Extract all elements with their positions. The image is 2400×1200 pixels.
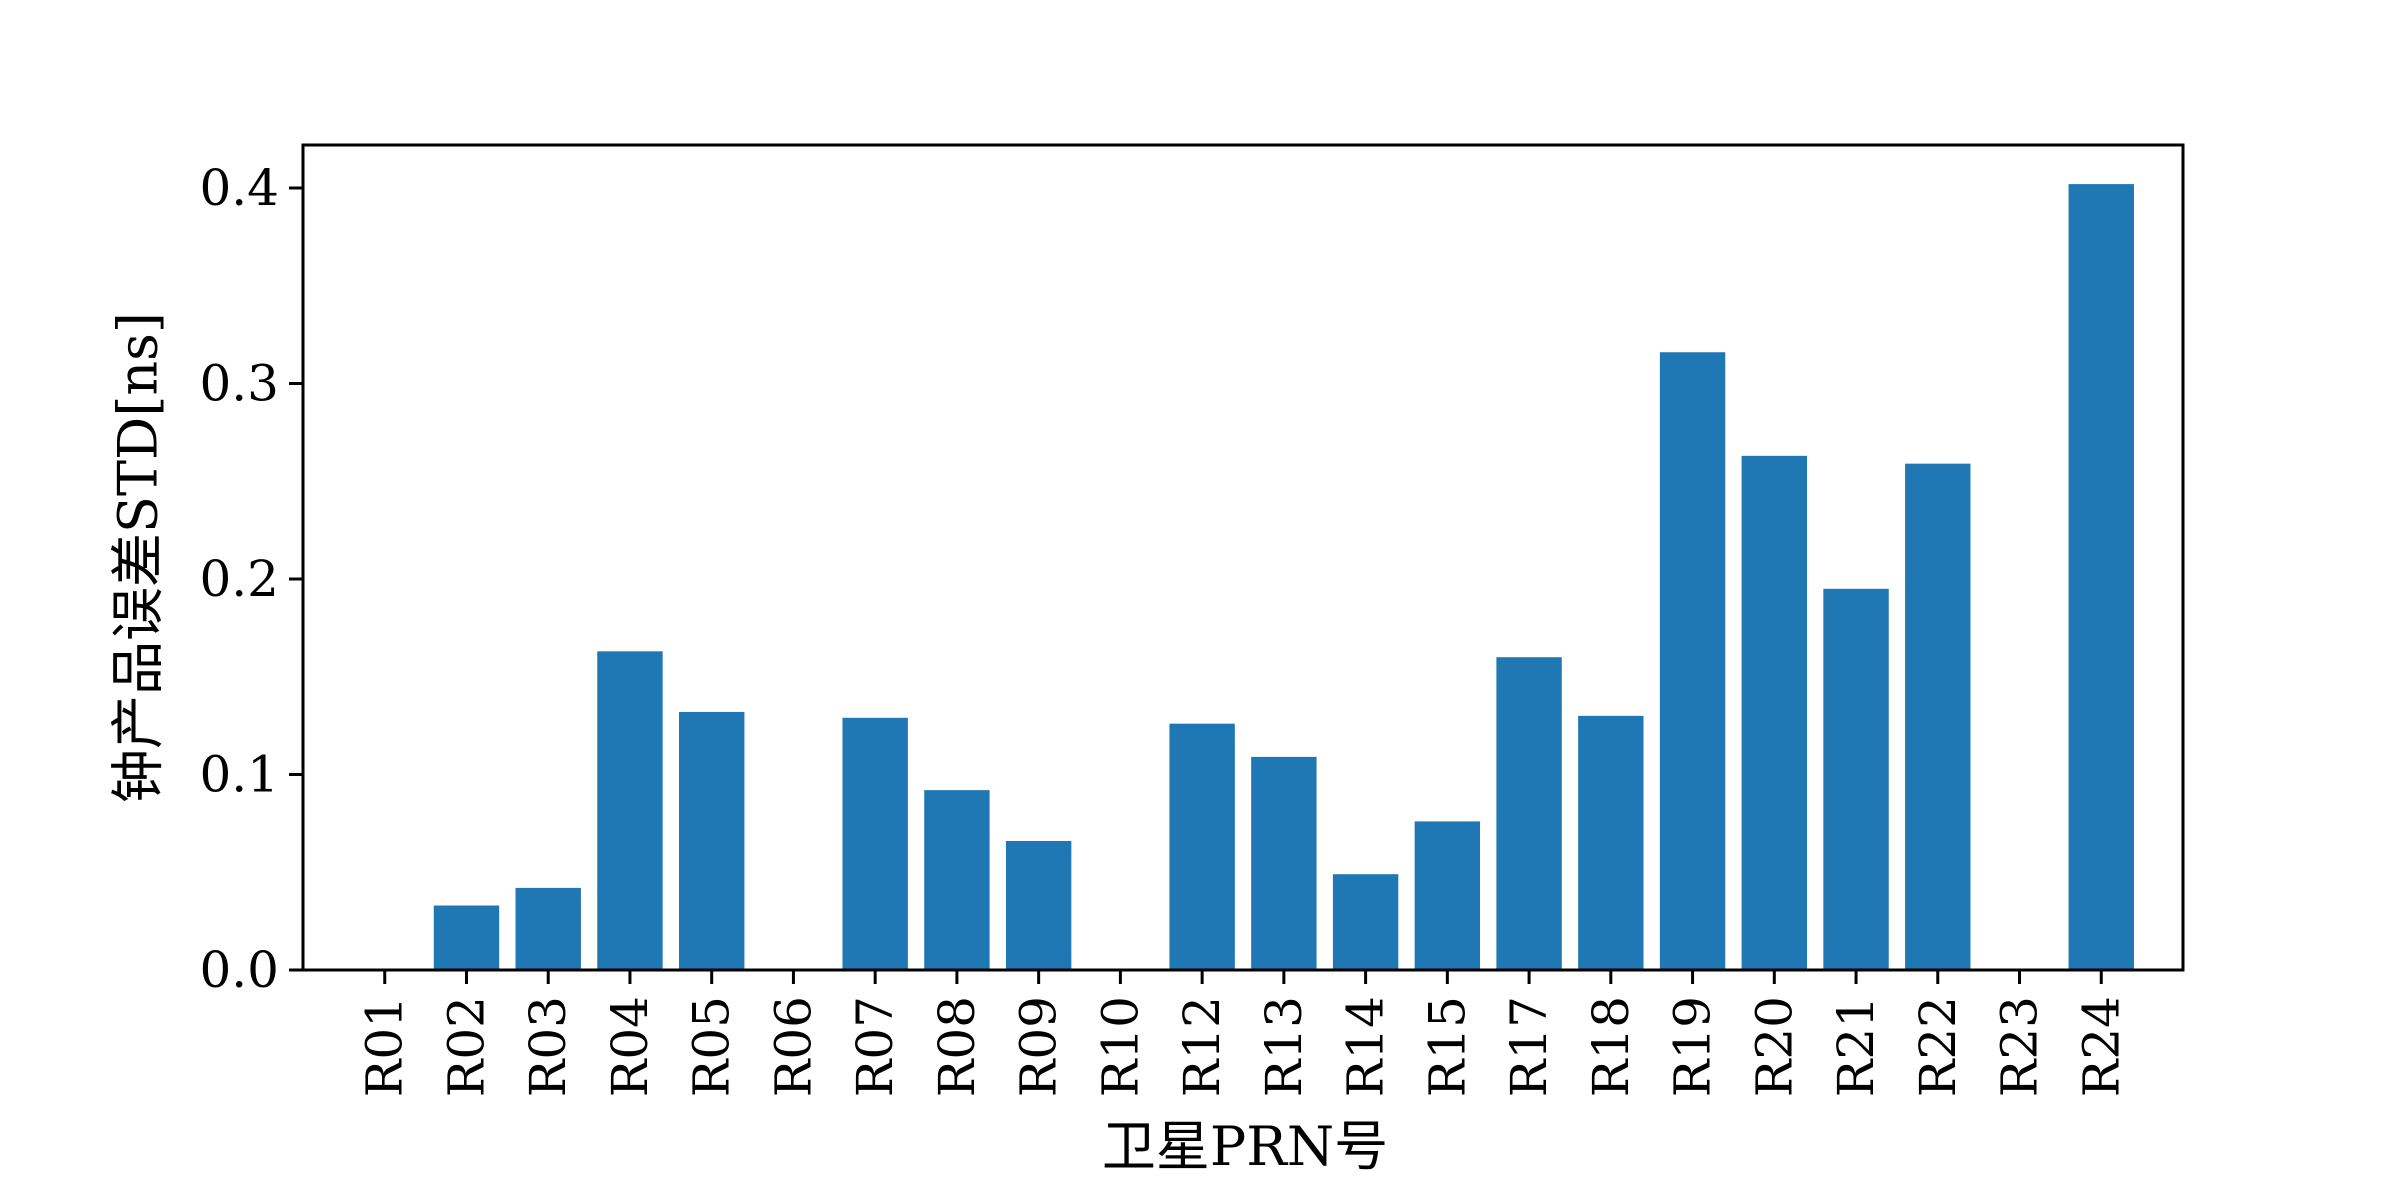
x-tick-label: R21 xyxy=(1827,996,1885,1097)
bar-R04 xyxy=(597,651,663,970)
x-tick-label: R06 xyxy=(764,996,822,1097)
bar-R09 xyxy=(1005,840,1072,970)
x-tick-label: R07 xyxy=(846,996,904,1097)
x-tick-label: R10 xyxy=(1091,996,1149,1097)
bar-R03 xyxy=(515,887,581,970)
x-tick-label: R18 xyxy=(1582,996,1640,1097)
bar-R24 xyxy=(2068,184,2134,970)
bar-R15 xyxy=(1414,821,1481,970)
bar-R12 xyxy=(1169,723,1235,970)
y-tick-label: 0.0 xyxy=(199,941,279,999)
bar-R19 xyxy=(1659,352,1726,970)
x-tick-label: R09 xyxy=(1010,996,1068,1097)
x-tick-label: R15 xyxy=(1418,996,1476,1097)
bar-R07 xyxy=(842,717,908,970)
x-axis-ticks: R01 R02 R03 R04 R05 R06 R07 R08 R09 R10 R12 R13 R14 R… xyxy=(356,970,2130,1097)
x-tick-label: R22 xyxy=(1909,996,1967,1097)
y-axis-label: 钟产品误差STD[ns] xyxy=(107,312,170,803)
bar-R05 xyxy=(679,711,745,970)
x-tick-label: R05 xyxy=(683,996,741,1097)
x-tick-label: R23 xyxy=(1991,996,2049,1097)
y-tick-label: 0.3 xyxy=(199,355,279,413)
bar-R08 xyxy=(924,790,990,970)
x-tick-label: R24 xyxy=(2072,996,2130,1097)
plot-area-frame xyxy=(301,143,2185,972)
x-tick-label: R20 xyxy=(1745,996,1803,1097)
bar-R13 xyxy=(1251,756,1317,970)
x-tick-label: R02 xyxy=(437,996,495,1097)
bar-R22 xyxy=(1905,463,1971,970)
bar-R20 xyxy=(1741,455,1807,971)
x-axis-label: 卫星PRN号 xyxy=(1102,1115,1388,1178)
bar-R14 xyxy=(1332,874,1399,970)
y-axis-ticks: 0.0 0.1 0.2 0.3 0.4 xyxy=(199,159,303,999)
x-tick-label: R19 xyxy=(1664,996,1722,1097)
x-tick-label: R01 xyxy=(356,996,414,1097)
bar-R02 xyxy=(433,905,500,970)
x-tick-label: R17 xyxy=(1500,996,1558,1097)
bar-R17 xyxy=(1496,657,1562,970)
x-tick-label: R08 xyxy=(928,996,986,1097)
x-tick-label: R12 xyxy=(1173,996,1231,1097)
bar-R21 xyxy=(1823,588,1889,970)
y-tick-label: 0.2 xyxy=(199,550,279,608)
bar-R18 xyxy=(1578,715,1644,970)
x-tick-label: R14 xyxy=(1337,996,1395,1097)
x-tick-label: R04 xyxy=(601,996,659,1097)
bars xyxy=(433,184,2134,971)
x-tick-label: R13 xyxy=(1255,996,1313,1097)
y-tick-label: 0.4 xyxy=(199,159,279,217)
y-tick-label: 0.1 xyxy=(199,746,279,804)
x-tick-label: R03 xyxy=(519,996,577,1097)
